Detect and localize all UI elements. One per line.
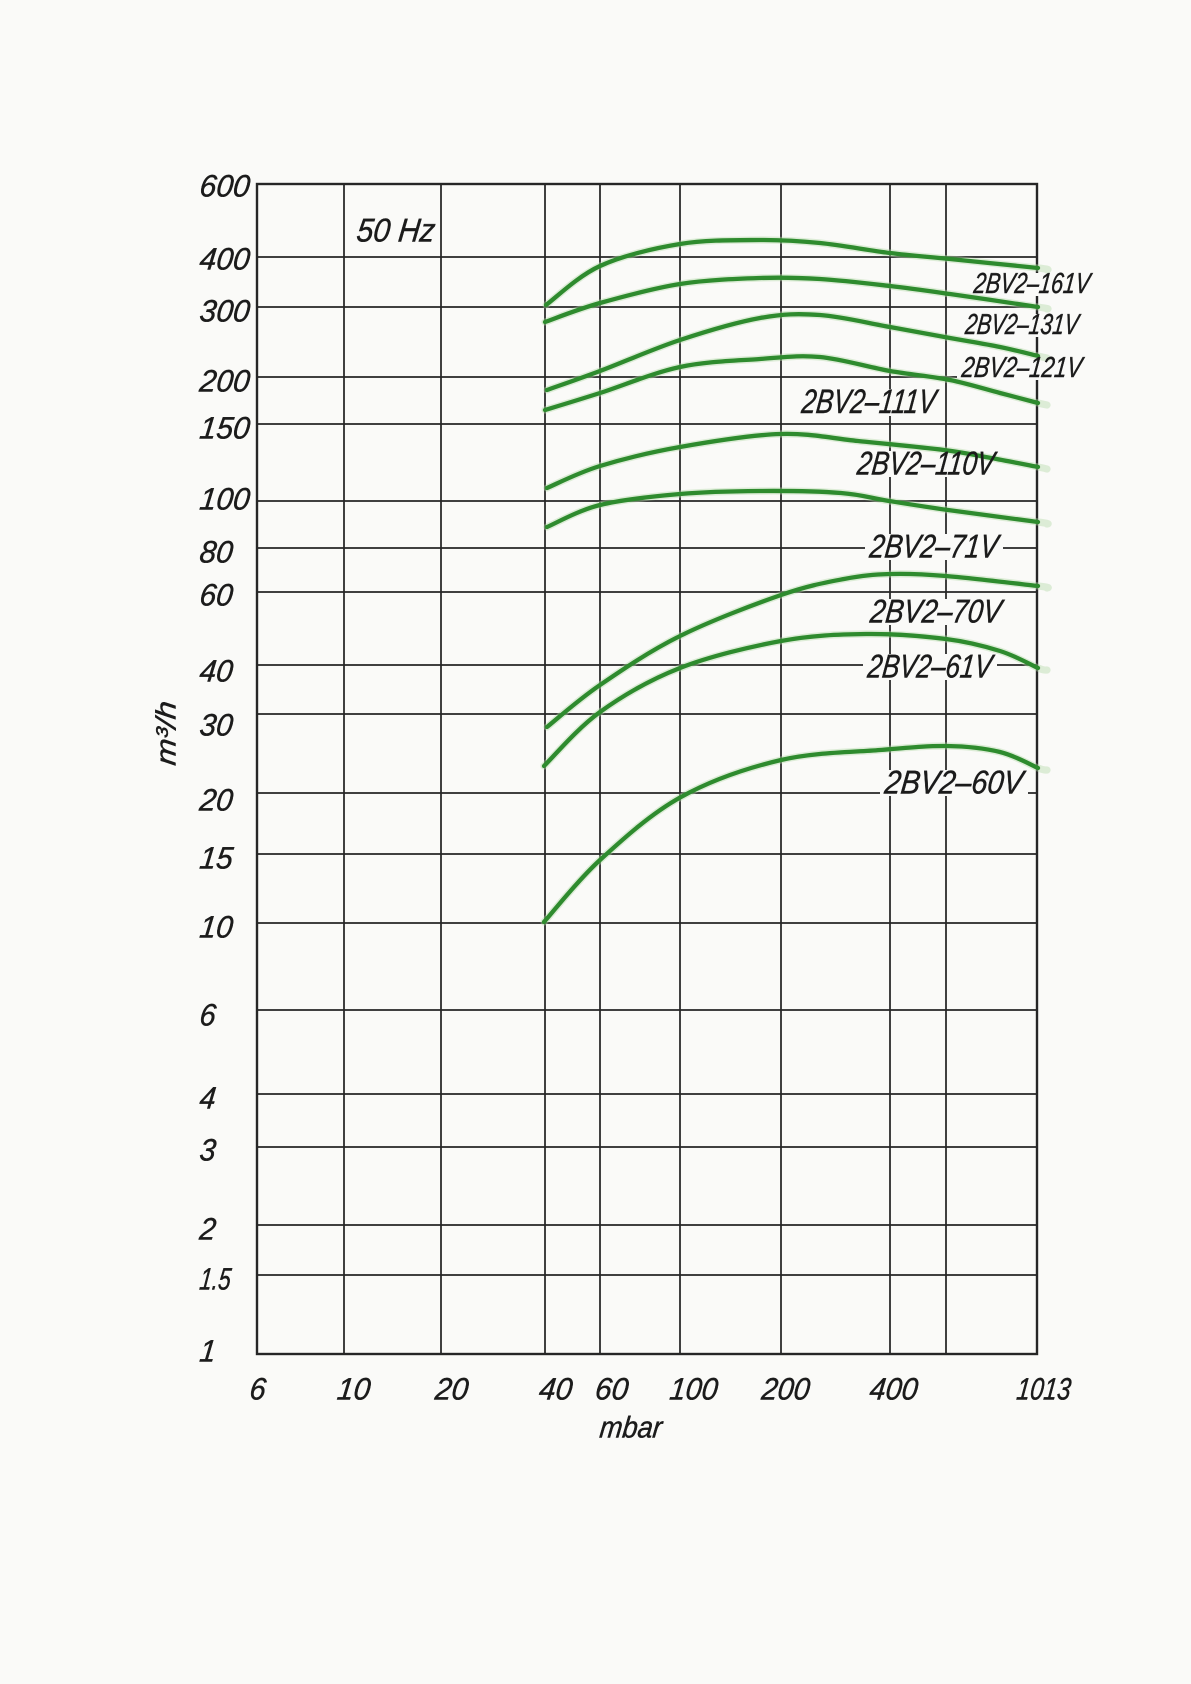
svg-text:2BV2–71V: 2BV2–71V bbox=[867, 529, 1002, 566]
svg-text:40: 40 bbox=[198, 654, 236, 689]
svg-text:400: 400 bbox=[868, 1372, 921, 1407]
svg-text:60: 60 bbox=[594, 1372, 632, 1407]
svg-text:300: 300 bbox=[198, 294, 253, 329]
svg-text:6: 6 bbox=[198, 998, 219, 1033]
svg-text:200: 200 bbox=[759, 1372, 813, 1407]
svg-text:2BV2–161V: 2BV2–161V bbox=[971, 268, 1093, 300]
svg-text:2BV2–111V: 2BV2–111V bbox=[799, 383, 941, 421]
svg-text:6: 6 bbox=[248, 1372, 269, 1407]
svg-text:2BV2–121V: 2BV2–121V bbox=[959, 352, 1085, 384]
svg-text:100: 100 bbox=[668, 1372, 721, 1407]
svg-text:60: 60 bbox=[198, 578, 236, 613]
svg-text:30: 30 bbox=[198, 708, 236, 743]
svg-text:20: 20 bbox=[197, 783, 236, 818]
svg-text:1013: 1013 bbox=[1015, 1372, 1074, 1407]
svg-text:40: 40 bbox=[538, 1372, 576, 1407]
svg-text:mbar: mbar bbox=[598, 1412, 666, 1445]
svg-text:1.5: 1.5 bbox=[198, 1262, 233, 1297]
svg-text:15: 15 bbox=[198, 841, 236, 876]
svg-text:150: 150 bbox=[198, 411, 253, 446]
svg-text:200: 200 bbox=[197, 364, 253, 399]
svg-text:m³/h: m³/h bbox=[151, 699, 182, 767]
svg-text:20: 20 bbox=[433, 1372, 472, 1407]
svg-text:100: 100 bbox=[198, 482, 253, 517]
svg-text:2: 2 bbox=[197, 1212, 218, 1247]
svg-text:80: 80 bbox=[198, 535, 236, 570]
svg-text:4: 4 bbox=[198, 1081, 218, 1116]
svg-text:2BV2–70V: 2BV2–70V bbox=[868, 594, 1006, 631]
svg-text:3: 3 bbox=[198, 1133, 219, 1168]
svg-text:400: 400 bbox=[198, 242, 253, 277]
svg-text:2BV2–110V: 2BV2–110V bbox=[855, 446, 999, 483]
svg-text:600: 600 bbox=[198, 169, 253, 204]
svg-text:1: 1 bbox=[198, 1334, 218, 1369]
svg-text:2BV2–60V: 2BV2–60V bbox=[882, 765, 1028, 802]
svg-text:2BV2–131V: 2BV2–131V bbox=[963, 309, 1082, 341]
svg-text:10: 10 bbox=[336, 1372, 374, 1407]
svg-text:50 Hz: 50 Hz bbox=[355, 213, 438, 250]
svg-text:10: 10 bbox=[198, 910, 236, 945]
svg-text:2BV2–61V: 2BV2–61V bbox=[865, 649, 996, 686]
